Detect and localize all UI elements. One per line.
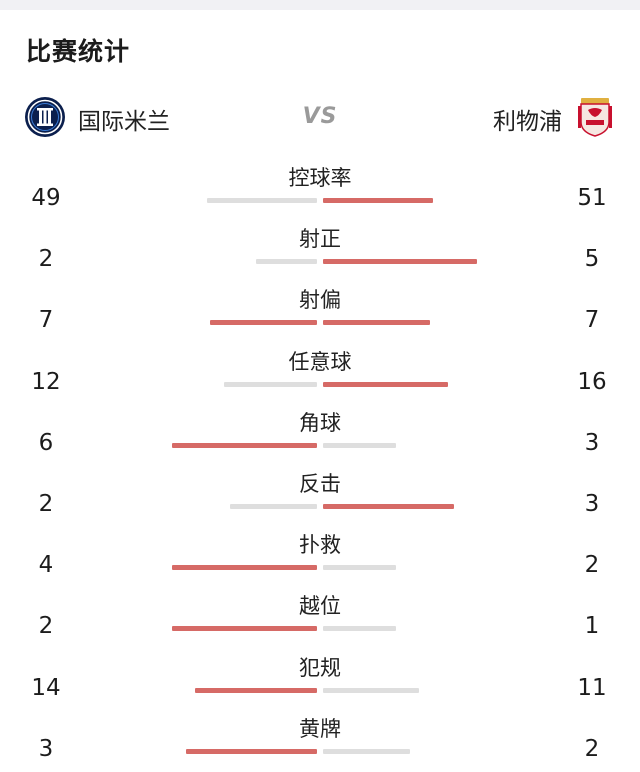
- home-stat-bar: [256, 259, 317, 265]
- away-stat-value: 11: [577, 674, 607, 701]
- home-stat-bar: [172, 442, 317, 448]
- stat-row: 角球 6 3: [0, 405, 640, 466]
- away-team-name[interactable]: 利物浦: [493, 109, 562, 135]
- away-stat-value: 5: [584, 246, 600, 273]
- home-stat-bar: [186, 748, 317, 754]
- stat-label: 控球率: [288, 166, 352, 190]
- away-stat-value: 1: [584, 613, 600, 640]
- stat-label: 扑救: [299, 533, 341, 558]
- liverpool-crest-icon: [578, 98, 612, 137]
- stat-row: 射偏 7 7: [0, 282, 640, 343]
- stat-label: 反击: [299, 472, 341, 496]
- stat-label: 黄牌: [299, 716, 341, 741]
- home-stat-bar: [172, 626, 317, 632]
- top-band: [0, 0, 640, 10]
- away-stat-bar: [323, 442, 396, 448]
- stat-row: 射正 2 5: [0, 221, 640, 282]
- home-stat-bar: [224, 381, 317, 387]
- stat-row: 犯规 14 11: [0, 650, 640, 711]
- stat-label: 射正: [299, 227, 341, 252]
- away-stat-bar: [323, 198, 433, 203]
- away-stat-bar: [323, 381, 448, 387]
- home-stat-value: 14: [31, 674, 61, 701]
- match-header: 国际米兰 VS 利物浦: [0, 92, 640, 144]
- away-stat-value: 2: [584, 735, 600, 762]
- stat-label: 任意球: [288, 349, 352, 374]
- home-stat-bar: [172, 565, 317, 571]
- home-stat-bar: [210, 320, 317, 326]
- stat-row: 黄牌 3 2: [0, 711, 640, 772]
- stat-row: 扑救 4 2: [0, 527, 640, 588]
- away-stat-value: 7: [584, 307, 600, 334]
- home-stat-bar: [230, 504, 317, 509]
- stat-row: 越位 2 1: [0, 588, 640, 649]
- section-title: 比赛统计: [26, 37, 131, 66]
- stat-label: 越位: [299, 594, 341, 619]
- stat-row: 控球率 49 51: [0, 160, 640, 221]
- stat-label: 射偏: [299, 288, 341, 313]
- stat-label: 角球: [299, 410, 341, 435]
- away-stat-value: 2: [584, 552, 600, 579]
- home-stat-value: 6: [38, 429, 54, 456]
- away-stat-value: 51: [577, 185, 607, 211]
- away-stat-bar: [323, 687, 419, 693]
- stat-row: 任意球 12 16: [0, 344, 640, 405]
- home-team-name[interactable]: 国际米兰: [78, 109, 170, 135]
- home-stat-value: 12: [31, 368, 61, 395]
- away-stat-bar: [323, 259, 477, 265]
- away-stat-bar: [323, 748, 410, 754]
- home-stat-value: 49: [31, 185, 61, 211]
- inter-milan-crest-icon: [25, 97, 65, 137]
- stat-label: 犯规: [299, 655, 341, 680]
- stat-row: 反击 2 3: [0, 466, 640, 527]
- home-stat-value: 2: [38, 491, 54, 517]
- away-stat-value: 16: [577, 368, 607, 395]
- away-stat-value: 3: [584, 429, 600, 456]
- away-stat-bar: [323, 626, 396, 632]
- away-stat-value: 3: [584, 491, 600, 517]
- home-stat-value: 2: [38, 613, 54, 640]
- home-stat-value: 4: [38, 552, 54, 579]
- away-stat-bar: [323, 320, 430, 326]
- home-stat-bar: [195, 687, 317, 693]
- home-stat-value: 7: [38, 307, 54, 334]
- away-stat-bar: [323, 565, 396, 571]
- home-stat-value: 2: [38, 246, 54, 273]
- home-stat-value: 3: [38, 735, 54, 762]
- vs-label: VS: [302, 104, 338, 129]
- away-stat-bar: [323, 504, 454, 509]
- home-stat-bar: [207, 198, 317, 203]
